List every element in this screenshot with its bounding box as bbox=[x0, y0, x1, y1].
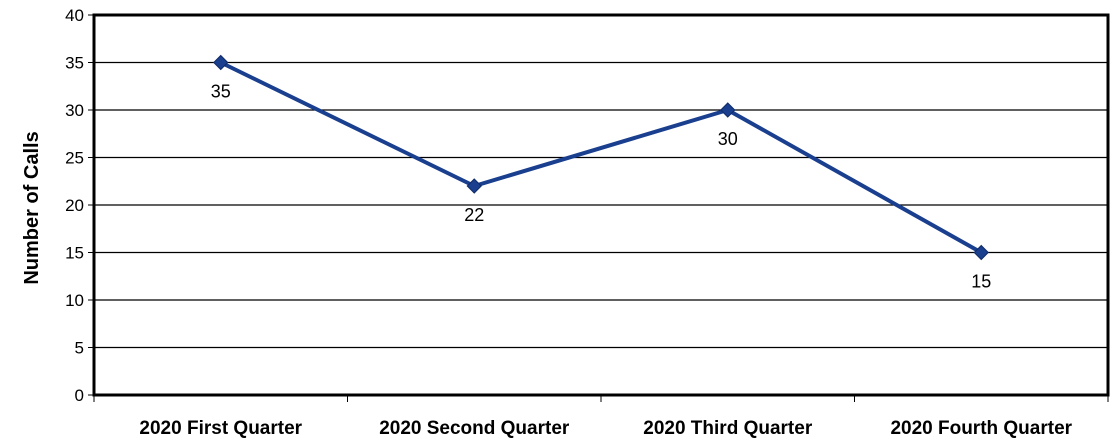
x-tick-label-4: 2020 Fourth Quarter bbox=[890, 418, 1072, 439]
plot-area-border bbox=[92, 13, 1110, 397]
axes: 0 5 10 15 20 25 30 35 40 2020 First Quarter 2020 S… bbox=[65, 6, 1110, 439]
y-axis-title: Number of Calls bbox=[21, 131, 43, 284]
data-point-marker-2 bbox=[466, 178, 482, 194]
y-tick-label-5: 5 bbox=[75, 339, 84, 358]
series-layer bbox=[213, 54, 989, 261]
data-point-marker-4 bbox=[973, 244, 989, 261]
y-tick-label-0: 0 bbox=[75, 386, 84, 405]
y-tick-label-35: 35 bbox=[65, 54, 84, 73]
data-label-2: 22 bbox=[464, 205, 484, 225]
data-label-1: 35 bbox=[211, 82, 231, 102]
x-tick-label-2: 2020 Second Quarter bbox=[379, 418, 570, 439]
y-tick-label-20: 20 bbox=[65, 196, 84, 215]
y-tick-label-25: 25 bbox=[65, 149, 84, 168]
series-line-1 bbox=[219, 60, 983, 255]
labels: 35 22 30 15 bbox=[211, 82, 992, 292]
y-tick-label-10: 10 bbox=[65, 291, 84, 310]
x-tick-label-3: 2020 Third Quarter bbox=[643, 418, 813, 439]
y-tick-label-30: 30 bbox=[65, 101, 84, 120]
y-tick-label-15: 15 bbox=[65, 244, 84, 263]
data-label-4: 15 bbox=[971, 272, 991, 292]
data-label-3: 30 bbox=[718, 129, 738, 149]
gridlines bbox=[94, 61, 1108, 349]
data-point-marker-3 bbox=[720, 102, 736, 118]
x-tick-label-1: 2020 First Quarter bbox=[139, 418, 302, 439]
y-tick-label-40: 40 bbox=[65, 6, 84, 25]
data-point-marker-1 bbox=[213, 54, 229, 71]
